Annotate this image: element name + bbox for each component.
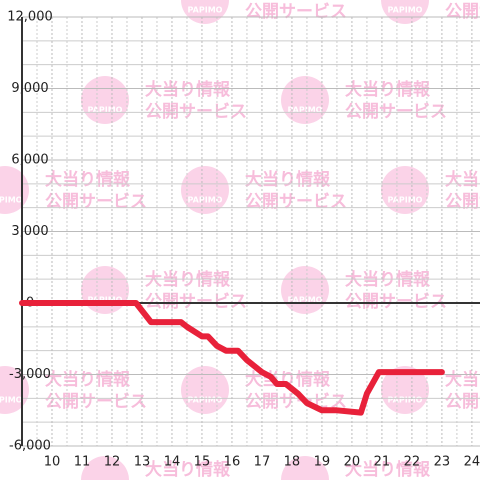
watermark-logo: PAPIMO bbox=[288, 106, 323, 115]
watermark-line2: 公開サービス bbox=[245, 192, 347, 212]
watermark-line1: 大当り情報 bbox=[145, 459, 231, 480]
watermark-logo-circle bbox=[81, 76, 129, 124]
watermark-logo-circle bbox=[181, 366, 229, 414]
y-tick-label: 9,000 bbox=[11, 81, 48, 96]
y-tick-label: 3,000 bbox=[11, 224, 48, 239]
y-tick-label: -3,000 bbox=[9, 367, 51, 382]
watermark-logo-circle bbox=[281, 76, 329, 124]
watermark-line2: 公開サービス bbox=[45, 392, 147, 412]
watermark-line1: 大当り情報 bbox=[245, 169, 331, 190]
x-tick-label: 19 bbox=[314, 455, 331, 470]
x-tick-label: 17 bbox=[254, 455, 271, 470]
watermark-logo-circle bbox=[281, 456, 329, 480]
x-tick-label: 13 bbox=[134, 455, 151, 470]
watermark-line2: 公開サービス bbox=[445, 192, 480, 212]
watermark-logo-circle bbox=[381, 166, 429, 214]
watermark-line1: 大当り情報 bbox=[145, 79, 231, 100]
x-tick-label: 21 bbox=[374, 455, 391, 470]
watermark-logo: PAPIMO bbox=[0, 196, 23, 205]
x-tick-label: 16 bbox=[224, 455, 241, 470]
watermark-line2: 公開サービス bbox=[45, 192, 147, 212]
watermark-line1: 大当り情報 bbox=[45, 169, 131, 190]
watermark-line1: 大当り情報 bbox=[345, 79, 431, 100]
watermark-logo: PAPIMO bbox=[288, 296, 323, 305]
watermark-logo: PAPIMO bbox=[88, 106, 123, 115]
x-tick-label: 11 bbox=[74, 455, 91, 470]
watermark-line2: 公開サービス bbox=[445, 392, 480, 412]
x-tick-label: 20 bbox=[344, 455, 361, 470]
y-tick-label: 6,000 bbox=[11, 153, 48, 168]
watermark-logo: PAPIMO bbox=[188, 196, 223, 205]
y-tick-label: -6,000 bbox=[9, 439, 51, 454]
watermark-logo-circle bbox=[181, 166, 229, 214]
watermark-logo: PAPIMO bbox=[388, 396, 423, 405]
x-tick-label: 14 bbox=[164, 455, 181, 470]
watermark-logo-circle bbox=[381, 366, 429, 414]
x-tick-label: 18 bbox=[284, 455, 301, 470]
watermark-logo: PAPIMO bbox=[188, 396, 223, 405]
y-tick-label: 12,000 bbox=[7, 10, 53, 25]
watermark-line1: 大当り情報 bbox=[445, 169, 480, 190]
watermark-line2: 公開サービス bbox=[445, 2, 480, 22]
x-tick-label: 24 bbox=[464, 455, 480, 470]
watermark-line1: 大当り情報 bbox=[345, 459, 431, 480]
x-tick-label: 22 bbox=[404, 455, 421, 470]
watermark-logo-circle bbox=[81, 456, 129, 480]
series-line bbox=[19, 300, 445, 416]
watermark-logo: PAPIMO bbox=[388, 196, 423, 205]
x-tick-label: 15 bbox=[194, 455, 211, 470]
x-tick-label: 12 bbox=[104, 455, 121, 470]
watermark-line1: 大当り情報 bbox=[45, 369, 131, 390]
watermark-line2: 公開サービス bbox=[245, 2, 347, 22]
watermark-logo-circle bbox=[381, 0, 429, 24]
watermark-logo: PAPIMO bbox=[388, 6, 423, 15]
watermark-logo: PAPIMO bbox=[188, 6, 223, 15]
x-tick-label: 23 bbox=[434, 455, 451, 470]
watermark-logo-circle bbox=[81, 266, 129, 314]
x-tick-label: 10 bbox=[44, 455, 61, 470]
watermark-logo: PAPIMO bbox=[0, 396, 23, 405]
watermark-logo-circle bbox=[0, 166, 29, 214]
watermark-line1: 大当り情報 bbox=[445, 369, 480, 390]
